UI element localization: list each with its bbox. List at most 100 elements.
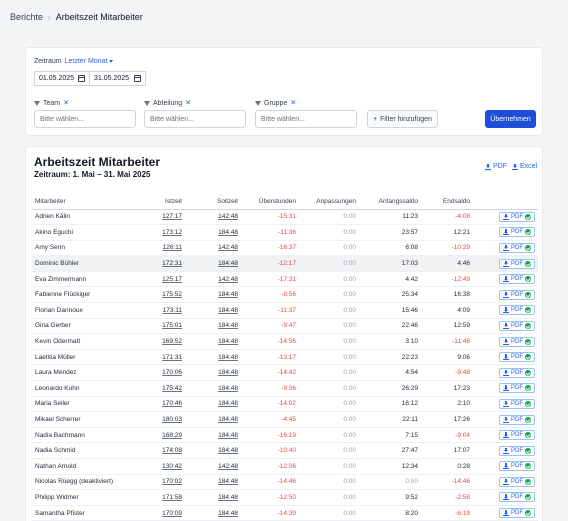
apply-button[interactable]: Übernehmen (485, 110, 536, 128)
sollzeit-link[interactable]: 184:48 (185, 396, 241, 413)
row-actions: PDF (473, 240, 538, 257)
row-pdf-button[interactable]: PDF (499, 476, 535, 487)
sollzeit-link[interactable]: 142:48 (185, 209, 241, 226)
istzeit-link[interactable]: 126:11 (150, 240, 185, 257)
istzeit-link[interactable]: 169:52 (150, 333, 185, 350)
row-pdf-button[interactable]: PDF (499, 445, 535, 456)
abteilung-select[interactable]: Bitte wählen... (144, 110, 246, 128)
istzeit-link[interactable]: 171:58 (150, 489, 185, 506)
istzeit-link[interactable]: 170:06 (150, 364, 185, 382)
istzeit-link[interactable]: 171:31 (150, 349, 185, 366)
istzeit-link[interactable]: 180:03 (150, 411, 185, 428)
istzeit-link[interactable]: 175:52 (150, 286, 185, 304)
check-circle-icon (525, 478, 531, 485)
sollzeit-link[interactable]: 184:48 (185, 224, 241, 241)
date-from-input[interactable]: 01.05.2025 (34, 71, 90, 86)
calendar-icon[interactable] (78, 75, 85, 82)
check-circle-icon (525, 416, 531, 423)
istzeit-link[interactable]: 168:29 (150, 427, 185, 444)
row-pdf-button[interactable]: PDF (499, 430, 535, 441)
istzeit-link[interactable]: 174:08 (150, 442, 185, 459)
istzeit-link[interactable]: 173:11 (150, 302, 185, 319)
sollzeit-link[interactable]: 184:48 (185, 364, 241, 382)
row-pdf-button[interactable]: PDF (499, 211, 535, 222)
istzeit-link[interactable]: 173:12 (150, 224, 185, 241)
sollzeit-link[interactable]: 184:48 (185, 505, 241, 521)
anfangssaldo-value: 27:47 (359, 442, 421, 459)
zeitraum-preset-dropdown[interactable]: Letzter Monat (65, 58, 114, 65)
istzeit-link[interactable]: 170:02 (150, 474, 185, 491)
row-pdf-button[interactable]: PDF (499, 274, 535, 285)
row-pdf-label: PDF (511, 400, 523, 407)
istzeit-link[interactable]: 130:42 (150, 458, 185, 475)
row-pdf-label: PDF (511, 244, 523, 251)
istzeit-link[interactable]: 127:17 (150, 209, 185, 226)
ueberstunden-value: -11:37 (241, 302, 299, 319)
istzeit-link[interactable]: 175:01 (150, 318, 185, 335)
row-pdf-button[interactable]: PDF (499, 414, 535, 425)
col-header-endsaldo[interactable]: Endsaldo (421, 195, 473, 210)
row-pdf-button[interactable]: PDF (499, 258, 535, 269)
ueberstunden-value: -12:50 (241, 489, 299, 506)
anfangssaldo-value: 6:08 (359, 240, 421, 257)
team-select[interactable]: Bitte wählen... (34, 110, 136, 128)
row-pdf-button[interactable]: PDF (499, 461, 535, 472)
sollzeit-link[interactable]: 184:48 (185, 380, 241, 397)
row-pdf-label: PDF (511, 463, 523, 470)
col-header-anpassungen[interactable]: Anpassungen (299, 195, 359, 210)
gruppe-select[interactable]: Bitte wählen... (255, 110, 357, 128)
gruppe-remove-icon[interactable]: ✕ (290, 100, 297, 107)
sollzeit-link[interactable]: 142:48 (185, 458, 241, 475)
row-pdf-button[interactable]: PDF (499, 352, 535, 363)
row-pdf-button[interactable]: PDF (499, 492, 535, 503)
sollzeit-link[interactable]: 184:48 (185, 489, 241, 506)
sollzeit-link[interactable]: 142:48 (185, 271, 241, 288)
row-pdf-button[interactable]: PDF (499, 367, 535, 378)
sollzeit-link[interactable]: 184:48 (185, 349, 241, 366)
col-header-sollzeit[interactable]: Sollzeit (185, 195, 241, 210)
sollzeit-link[interactable]: 184:48 (185, 318, 241, 335)
row-pdf-button[interactable]: PDF (499, 398, 535, 409)
calendar-icon[interactable] (134, 75, 141, 82)
row-pdf-label: PDF (511, 494, 523, 501)
col-header-anfangssaldo[interactable]: Anfangssaldo (359, 195, 421, 210)
export-excel-button[interactable]: Excel (512, 163, 537, 170)
date-to-input[interactable]: 31.05.2025 (89, 71, 146, 86)
row-pdf-button[interactable]: PDF (499, 336, 535, 347)
row-pdf-button[interactable]: PDF (499, 305, 535, 316)
sollzeit-link[interactable]: 184:48 (185, 427, 241, 444)
breadcrumb-parent[interactable]: Berichte (10, 12, 44, 22)
team-remove-icon[interactable]: ✕ (63, 100, 69, 107)
sollzeit-link[interactable]: 184:48 (185, 255, 241, 272)
col-header-mitarbeiter[interactable]: Mitarbeiter (32, 195, 150, 210)
row-pdf-button[interactable]: PDF (499, 320, 535, 331)
sollzeit-link[interactable]: 184:48 (185, 411, 241, 428)
abteilung-remove-icon[interactable]: ✕ (185, 100, 192, 107)
col-header-ueberstunden[interactable]: Überstunden (241, 195, 299, 210)
sollzeit-link[interactable]: 184:48 (185, 286, 241, 304)
row-pdf-button[interactable]: PDF (499, 383, 535, 394)
col-header-istzeit[interactable]: Istzeit (150, 195, 185, 210)
istzeit-link[interactable]: 170:09 (150, 505, 185, 521)
download-icon (503, 322, 509, 329)
anpassungen-value: 0:00 (299, 396, 359, 413)
row-pdf-button[interactable]: PDF (499, 242, 535, 253)
export-pdf-button[interactable]: PDF (485, 163, 507, 170)
row-pdf-label: PDF (511, 229, 523, 236)
row-pdf-button[interactable]: PDF (499, 289, 535, 300)
row-pdf-label: PDF (511, 213, 523, 220)
add-filter-button[interactable]: + Filter hinzufügen (367, 110, 438, 128)
sollzeit-link[interactable]: 184:48 (185, 442, 241, 459)
sollzeit-link[interactable]: 142:48 (185, 240, 241, 257)
istzeit-link[interactable]: 175:42 (150, 380, 185, 397)
row-pdf-button[interactable]: PDF (499, 227, 535, 238)
sollzeit-value: 184:48 (218, 400, 238, 408)
istzeit-link[interactable]: 170:46 (150, 396, 185, 413)
istzeit-link[interactable]: 125:17 (150, 271, 185, 288)
sollzeit-link[interactable]: 184:48 (185, 474, 241, 491)
sollzeit-link[interactable]: 184:48 (185, 302, 241, 319)
anfangssaldo-value: 22:46 (359, 318, 421, 335)
istzeit-link[interactable]: 172:31 (150, 255, 185, 272)
sollzeit-link[interactable]: 184:48 (185, 333, 241, 350)
row-pdf-button[interactable]: PDF (499, 508, 535, 519)
